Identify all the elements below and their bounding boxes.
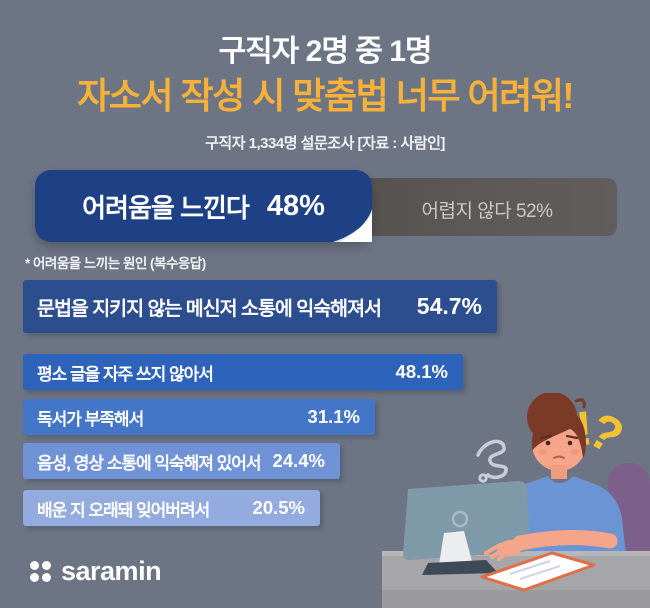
cause-bar: 배운 지 오래돼 잊어버려서 20.5% [23,490,320,526]
saramin-logo-text: saramin [61,556,162,586]
difficult-label: 어려움을 느낀다 [82,192,250,223]
cause-bar-label: 평소 글을 자주 쓰지 않아서 [37,364,214,384]
saramin-dots-icon [30,561,51,582]
monitor [403,481,530,575]
cause-bars: 문법을 지키지 않는 메신저 소통에 익숙해져서 54.7% 평소 글을 자주 쓰지… [23,280,497,535]
survey-source: 구직자 1,334명 설문조사 [자료 : 사람인] [205,135,445,152]
title-line1: 구직자 2명 중 1명 [218,35,433,68]
cause-bar-value: 48.1% [395,361,448,382]
illustration-woman-at-desk: ! ? [382,393,650,608]
scribble-icon [476,439,508,483]
cause-bar-label: 독서가 부족해서 [37,409,144,429]
arm [484,485,623,561]
not-difficult-label: 어렵지 않다 52% [421,201,554,222]
cause-bar: 독서가 부족해서 31.1% [23,399,375,435]
cause-bar-value: 31.1% [307,406,360,427]
difficult-value: 48% [266,189,325,222]
cause-bar: 음성, 영상 소통에 익숙해져 있어서 24.4% [23,443,340,479]
causes-note: * 어려움을 느끼는 원인 (복수응답) [25,256,206,271]
cause-bar-label: 음성, 영상 소통에 익숙해져 있어서 [37,453,262,473]
cause-bar: 평소 글을 자주 쓰지 않아서 48.1% [23,354,463,390]
cause-bar-label: 문법을 지키지 않는 메신저 소통에 익숙해져서 [37,298,382,320]
title-line2: 자소서 작성 시 맞춤법 너무 어려워! [77,75,574,116]
cause-bar: 문법을 지키지 않는 메신저 소통에 익숙해져서 54.7% [23,280,497,333]
saramin-logo: saramin [30,556,162,587]
difficult-bar: 어려움을 느낀다 48% [35,170,372,242]
cause-bar-label: 배운 지 오래돼 잊어버려서 [37,500,210,520]
cause-bar-value: 54.7% [416,293,482,319]
cause-bar-value: 20.5% [252,497,305,518]
notepad [480,551,596,592]
cause-bar-value: 24.4% [272,450,325,471]
page-curl-icon [333,209,372,242]
